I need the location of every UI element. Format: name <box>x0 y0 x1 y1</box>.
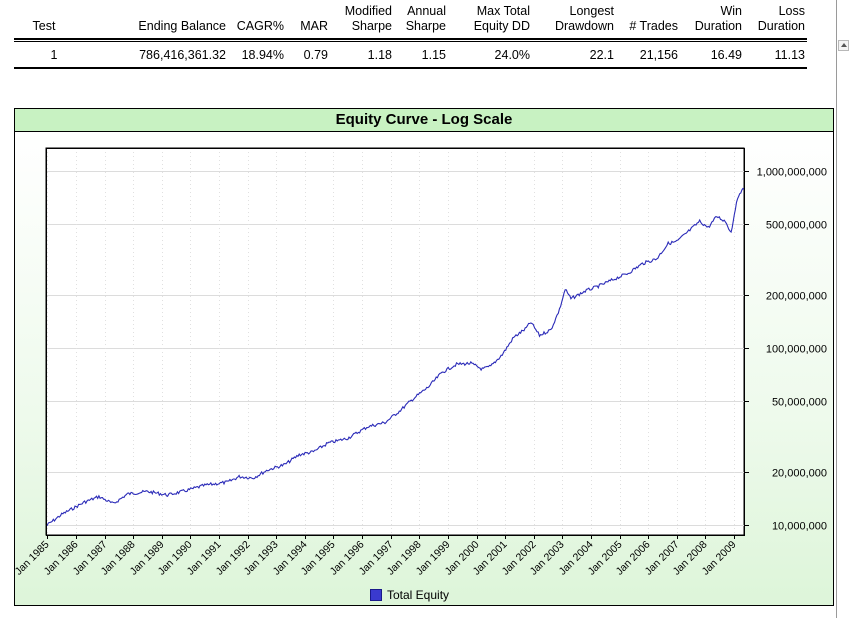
chart-legend: Total Equity <box>370 588 449 602</box>
summary-table: Test Ending Balance CAGR% MAR Modified S… <box>14 0 807 69</box>
cell-loss-duration: 11.13 <box>774 48 805 62</box>
header-test[interactable]: Test <box>32 19 56 33</box>
header-mar[interactable]: MAR <box>300 19 328 33</box>
header-max-total-equity-dd[interactable]: Max Total Equity DD <box>473 4 530 33</box>
chart-title: Equity Curve - Log Scale <box>15 109 833 132</box>
cell-annual-sharpe: 1.15 <box>421 48 446 62</box>
cell-cagr: 18.94% <box>241 48 284 62</box>
header-annual-sharpe[interactable]: Annual Sharpe <box>405 4 446 33</box>
y-tick-label: 500,000,000 <box>766 220 827 232</box>
cell-longest-drawdown: 22.1 <box>589 48 614 62</box>
row-rule <box>14 67 807 69</box>
y-tick-label: 50,000,000 <box>772 397 827 409</box>
cell-max-total-equity-dd: 24.0% <box>494 48 530 62</box>
cell-mar: 0.79 <box>303 48 328 62</box>
cell-trades: 21,156 <box>639 48 678 62</box>
y-tick-label: 20,000,000 <box>772 468 827 480</box>
header-trades[interactable]: # Trades <box>629 19 678 33</box>
y-tick-label: 200,000,000 <box>766 291 827 303</box>
summary-header-row: Test Ending Balance CAGR% MAR Modified S… <box>14 0 807 38</box>
cell-win-duration: 16.49 <box>710 48 742 62</box>
window-edge <box>836 0 850 618</box>
plot-border <box>46 148 745 536</box>
legend-swatch <box>370 589 382 601</box>
y-tick-label: 1,000,000,000 <box>757 167 827 179</box>
header-rule <box>14 38 807 40</box>
header-ending-balance[interactable]: Ending Balance <box>138 19 226 33</box>
y-tick-label: 10,000,000 <box>772 521 827 533</box>
plot-area <box>45 147 745 536</box>
y-tick-label: 100,000,000 <box>766 344 827 356</box>
cell-modified-sharpe: 1.18 <box>367 48 392 62</box>
header-longest-drawdown[interactable]: Longest Drawdown <box>554 4 614 33</box>
legend-label: Total Equity <box>387 588 450 602</box>
header-modified-sharpe[interactable]: Modified Sharpe <box>344 4 392 33</box>
equity-line <box>45 187 745 527</box>
header-loss-duration[interactable]: Loss Duration <box>757 4 805 33</box>
scroll-up-arrow-icon[interactable] <box>838 40 849 51</box>
header-cagr[interactable]: CAGR% <box>236 19 284 33</box>
header-rule-thin <box>14 41 807 42</box>
cell-test: 1 <box>50 48 58 62</box>
cell-ending-balance: 786,416,361.32 <box>139 48 226 62</box>
header-win-duration[interactable]: Win Duration <box>694 4 742 33</box>
